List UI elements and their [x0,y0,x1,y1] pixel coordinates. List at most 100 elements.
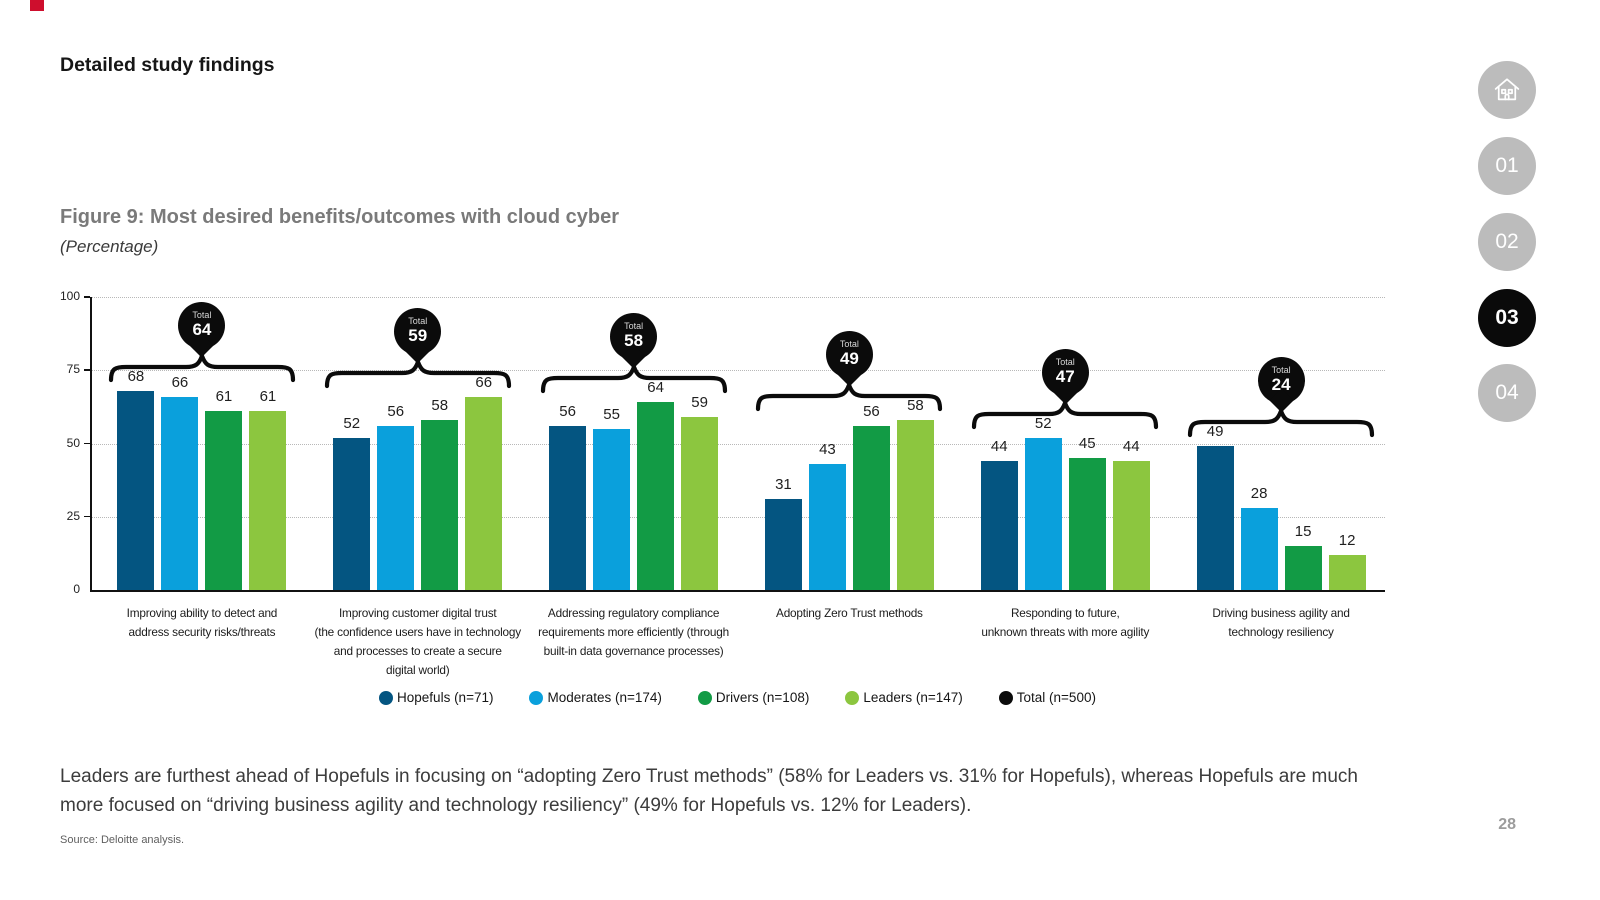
total-callout-value: 59 [408,325,428,345]
bar-drivers [637,402,675,590]
bar-value-label: 28 [1250,484,1268,502]
bar-moderates [1240,507,1278,590]
bar-moderates [593,428,631,590]
category-label: Adopting Zero Trust methods [776,606,923,620]
total-callout-label: Total [839,339,859,350]
total-callout: Total 49 [825,331,873,379]
bar-value-label: 56 [863,402,880,420]
nav-item-label: 04 [1495,381,1519,404]
category-label: Addressing regulatory compliance require… [538,606,729,658]
bar-leaders [1328,554,1366,590]
figure-subtitle: (Percentage) [60,237,159,256]
bar-value-label: 15 [1294,523,1312,541]
gridline [90,370,1385,372]
bar-value-label: 52 [1034,414,1052,432]
y-axis-tick [84,296,90,298]
legend-label: Drivers (n=108) [715,690,810,705]
bar-leaders [465,396,503,590]
page-heading: Detailed study findings [60,54,275,76]
bar-value-label: 45 [1078,435,1096,453]
group-brace [108,349,296,382]
total-callout: Total 64 [178,301,226,349]
bar-hopefuls [117,390,155,590]
bar-value-label: 44 [990,438,1008,456]
figure-title: Figure 9: Most desired benefits/outcomes… [60,206,619,228]
bar-value-label: 49 [1206,423,1224,441]
total-callout-value: 49 [839,349,859,369]
y-axis-tick [84,369,90,371]
bar-drivers [1068,458,1106,590]
legend-dot-icon [529,690,544,705]
legend-item: Hopefuls (n=71) [379,690,493,705]
nav-item-label: 01 [1495,154,1519,177]
bar-hopefuls [764,499,802,590]
y-axis-tick-label: 0 [73,582,80,596]
bar-value-label: 66 [475,373,493,391]
total-callout-value: 24 [1271,375,1291,395]
total-callout: Total 58 [610,313,658,361]
bar-value-label: 59 [691,394,708,412]
bar-value-label: 56 [387,402,405,420]
bar-value-label: 64 [647,379,664,397]
y-axis-line [90,297,92,590]
gridline [90,443,1385,445]
bar-moderates [808,464,846,590]
legend-dot-icon [845,690,860,705]
bar-value-label: 56 [559,402,576,420]
bar-drivers [205,411,243,590]
category-label: Improving customer digital trust (the co… [314,606,522,677]
y-axis-tick-label: 25 [66,508,80,523]
bar-value-label: 43 [819,441,836,458]
legend-label: Total (n=500) [1016,690,1096,705]
nav-item-04[interactable]: 04 [1478,364,1536,422]
total-callout: Total 24 [1257,357,1305,405]
legend-label: Moderates (n=174) [547,690,662,705]
y-axis-tick-label: 50 [66,435,80,450]
legend-label: Hopefuls (n=71) [397,690,494,705]
x-axis-line [90,590,1385,592]
bar-moderates [161,396,199,590]
total-callout-value: 47 [1055,366,1075,386]
category-label: Improving ability to detect and address … [126,606,278,639]
y-axis-tick-label: 75 [66,362,80,377]
chart-legend: Hopefuls (n=71) Moderates (n=174) Drivers … [90,690,1385,705]
total-callout-label: Total [1055,356,1075,367]
category-label: Driving business agility and technology … [1212,606,1350,639]
bar-value-label: 44 [1122,438,1140,456]
y-axis-tick [84,515,90,518]
legend-dot-icon [697,690,712,705]
bar-drivers [1284,546,1322,590]
category-label: Responding to future, unknown threats wi… [981,606,1150,639]
bar-value-label: 58 [431,397,449,415]
nav-item-label: 03 [1495,306,1519,329]
bar-value-label: 61 [259,388,277,406]
bar-value-label: 12 [1338,531,1356,549]
bar-value-label: 61 [215,388,233,406]
body-text: Leaders are furthest ahead of Hopefuls i… [60,766,1358,817]
total-callout-label: Total [408,315,428,326]
bar-leaders [1112,461,1150,590]
bar-leaders [681,417,719,590]
total-callout-label: Total [192,309,212,320]
y-axis-tick [84,442,90,445]
bar-value-label: 52 [343,414,361,432]
bar-value-label: 31 [775,476,792,494]
nav-item-01[interactable]: 01 [1478,137,1536,195]
total-callout-value: 64 [192,319,212,339]
nav-item-label: 02 [1495,230,1519,253]
nav-item-03[interactable]: 03 [1478,289,1536,347]
y-axis-tick-label: 100 [59,289,80,303]
bar-hopefuls [549,425,587,590]
legend-label: Leaders (n=147) [863,690,963,705]
legend-item: Moderates (n=174) [529,690,662,705]
accent-square [30,0,44,11]
nav-home-button[interactable] [1478,61,1536,119]
page-number: 28 [1498,816,1516,833]
source-text: Source: Deloitte analysis. [60,834,185,846]
bar-moderates [1024,437,1062,590]
bar-value-label: 55 [603,405,620,423]
total-callout-label: Total [1271,365,1291,376]
total-callout-value: 58 [624,331,644,351]
nav-item-02[interactable]: 02 [1478,213,1536,271]
bar-value-label: 58 [907,397,924,415]
